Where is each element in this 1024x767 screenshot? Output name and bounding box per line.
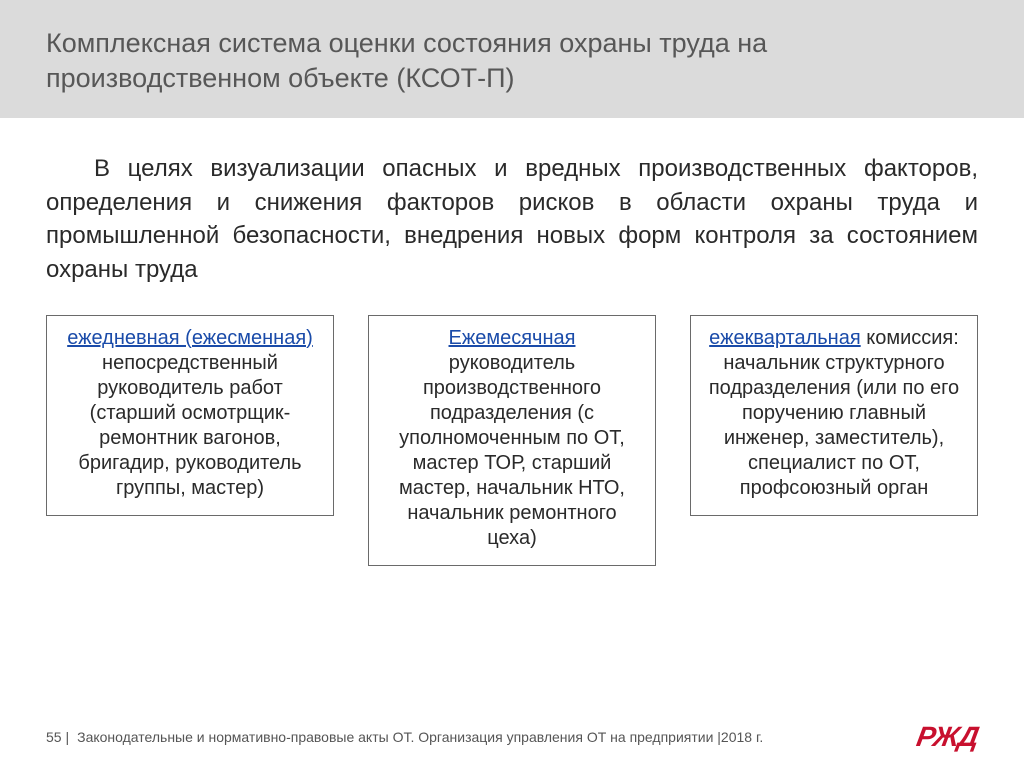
page-number: 55 | (46, 729, 69, 745)
box-monthly-link: Ежемесячная (449, 327, 576, 349)
box-quarterly-link: ежеквартальная (709, 327, 861, 349)
box-monthly-text: руководитель производственного подраздел… (399, 352, 625, 549)
box-quarterly-text: комиссия: начальник структурного подразд… (709, 327, 959, 499)
footer-text: Законодательные и нормативно-правовые ак… (77, 729, 917, 745)
box-daily-text: непосредственный руководитель работ (ста… (78, 352, 301, 499)
slide-title: Комплексная система оценки состояния охр… (46, 26, 978, 96)
box-daily: ежедневная (ежесменная) непосредственный… (46, 315, 334, 516)
boxes-row: ежедневная (ежесменная) непосредственный… (0, 311, 1024, 566)
box-daily-link: ежедневная (ежесменная) (67, 327, 313, 349)
body-paragraph: В целях визуализации опасных и вредных п… (0, 118, 1024, 310)
box-monthly: Ежемесячная руководитель производственно… (368, 315, 656, 566)
body-paragraph-text: В целях визуализации опасных и вредных п… (46, 155, 978, 283)
rzd-logo: РЖД (914, 721, 980, 753)
box-quarterly: ежеквартальная комиссия: начальник струк… (690, 315, 978, 516)
slide-footer: 55 | Законодательные и нормативно-правов… (0, 721, 1024, 753)
slide-header: Комплексная система оценки состояния охр… (0, 0, 1024, 118)
